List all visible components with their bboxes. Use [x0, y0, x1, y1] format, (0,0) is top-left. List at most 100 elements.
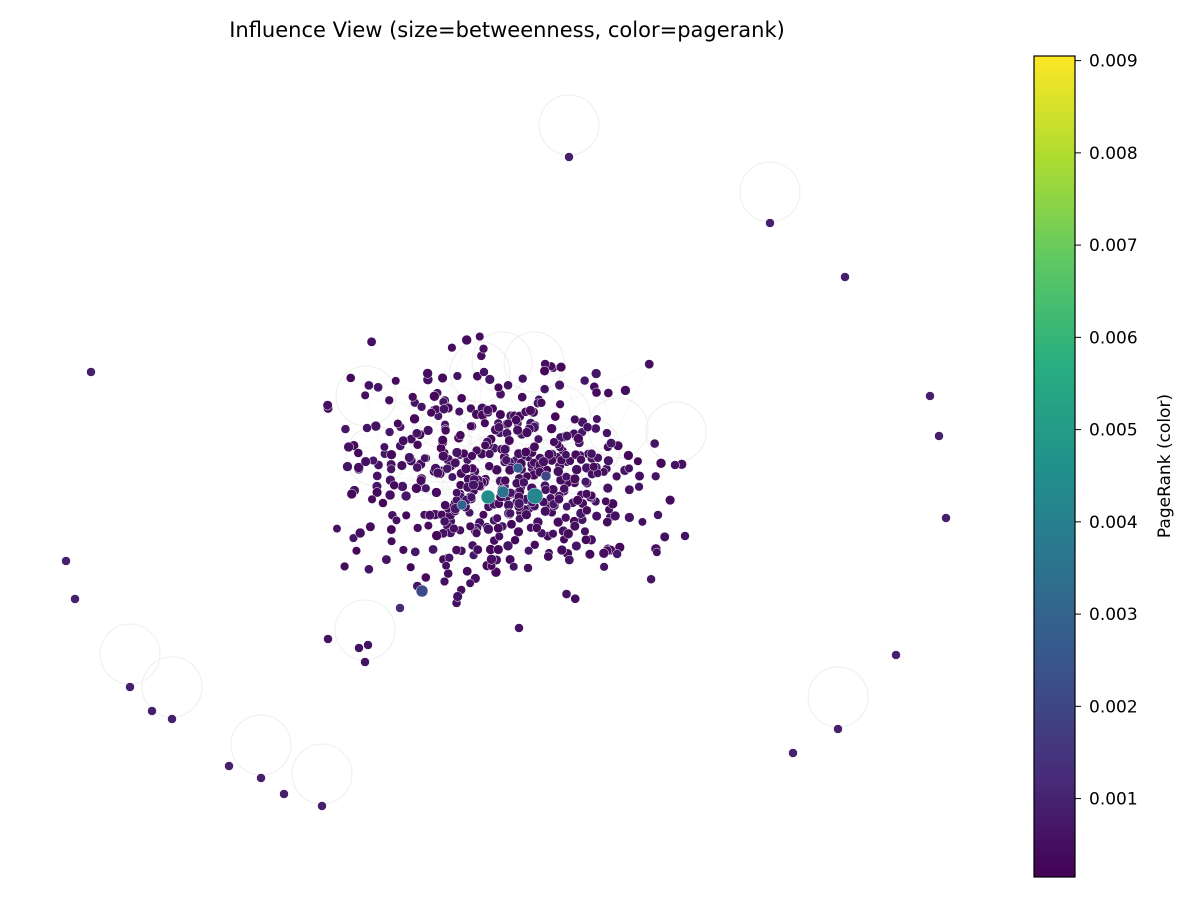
cluster-node — [492, 513, 502, 523]
cluster-node — [500, 475, 510, 486]
cluster-node — [384, 395, 394, 405]
cluster-node — [556, 362, 567, 373]
cluster-node — [345, 373, 356, 383]
cluster-node — [439, 404, 449, 414]
cluster-node — [494, 531, 504, 541]
cluster-node — [503, 418, 513, 429]
cluster-node — [580, 477, 591, 487]
cluster-node — [484, 374, 495, 385]
cluster-node — [514, 498, 525, 509]
cluster-node — [340, 424, 351, 434]
cluster-node — [581, 489, 592, 499]
hub-node — [415, 584, 429, 598]
cluster-node — [559, 483, 569, 494]
cluster-node — [408, 392, 418, 402]
cluster-node — [384, 489, 396, 501]
cluster-node — [521, 509, 532, 520]
cluster-node — [466, 492, 476, 502]
cluster-node — [354, 527, 366, 539]
cluster-node — [456, 393, 467, 404]
cluster-node — [501, 455, 511, 465]
cluster-node — [437, 435, 448, 446]
cluster-node — [411, 428, 422, 439]
cluster-node — [472, 544, 483, 555]
outlier-node — [680, 531, 690, 541]
cluster-node — [581, 534, 591, 545]
cluster-node — [659, 531, 670, 542]
cluster-node — [529, 441, 540, 452]
cluster-node — [603, 388, 614, 398]
network-edge — [469, 426, 473, 584]
cluster-node — [454, 407, 464, 417]
colorbar-label: PageRank (color) — [1155, 394, 1175, 538]
cluster-node — [517, 392, 528, 402]
cluster-node — [556, 544, 568, 556]
cluster-node — [465, 578, 475, 588]
outlier-node — [362, 423, 372, 433]
outlier-node — [167, 714, 177, 724]
cluster-node — [546, 423, 557, 434]
cluster-node — [562, 502, 572, 512]
cluster-node — [591, 387, 602, 398]
cluster-node — [442, 463, 452, 474]
cluster-node — [634, 471, 645, 481]
cluster-node — [591, 368, 602, 379]
cluster-node — [530, 540, 540, 550]
cluster-node — [416, 475, 427, 486]
outlier-node — [279, 789, 289, 799]
outlier-node — [61, 556, 71, 566]
cluster-node — [370, 420, 382, 432]
cluster-node — [500, 444, 511, 455]
cluster-node — [440, 425, 451, 436]
cluster-node — [432, 467, 444, 479]
cluster-node — [572, 495, 583, 506]
cluster-node — [506, 519, 517, 530]
cluster-node — [346, 488, 357, 500]
cluster-node — [393, 419, 403, 429]
cluster-node — [439, 576, 450, 587]
network-edge — [501, 476, 567, 490]
cluster-node — [440, 500, 451, 511]
cluster-node — [482, 405, 493, 415]
network-edge — [586, 467, 657, 553]
cluster-node — [554, 494, 564, 505]
cluster-node — [509, 562, 519, 572]
outlier-node — [360, 657, 370, 667]
cluster-node — [339, 561, 350, 572]
network-edge — [368, 385, 578, 501]
outlier-node — [670, 460, 680, 470]
colorbar-tick-label: 0.004 — [1089, 513, 1138, 533]
cluster-node — [598, 548, 609, 559]
outlier-node — [323, 634, 333, 644]
cluster-node — [389, 480, 399, 490]
cluster-node — [386, 524, 397, 535]
plot-title: Influence View (size=betweenness, color=… — [229, 18, 785, 42]
cluster-node — [571, 540, 582, 552]
outlier-node — [224, 761, 234, 771]
cluster-node — [364, 380, 374, 391]
cluster-node — [478, 510, 488, 520]
self-loop — [645, 401, 707, 463]
cluster-node — [431, 487, 442, 498]
cluster-node — [366, 336, 377, 347]
cluster-node — [523, 563, 533, 573]
cluster-node — [601, 496, 611, 506]
colorbar-tick-label: 0.008 — [1089, 144, 1138, 164]
cluster-node — [532, 523, 542, 533]
cluster-node — [423, 425, 434, 436]
cluster-node — [591, 511, 602, 522]
colorbar-ticks: 0.001 0.002 0.003 0.004 0.005 0.006 0.007 0.008… — [1075, 52, 1138, 810]
cluster-node — [413, 523, 423, 533]
cluster-node — [589, 462, 599, 472]
network-edge — [424, 458, 456, 509]
cluster-node — [536, 398, 547, 408]
cluster-node — [471, 528, 482, 538]
cluster-node — [360, 456, 371, 467]
outlier-node — [256, 773, 266, 783]
self-loop — [538, 94, 600, 156]
cluster-node — [606, 438, 617, 449]
network-edge — [350, 377, 583, 423]
cluster-node — [484, 461, 495, 471]
hub-node — [512, 462, 524, 474]
